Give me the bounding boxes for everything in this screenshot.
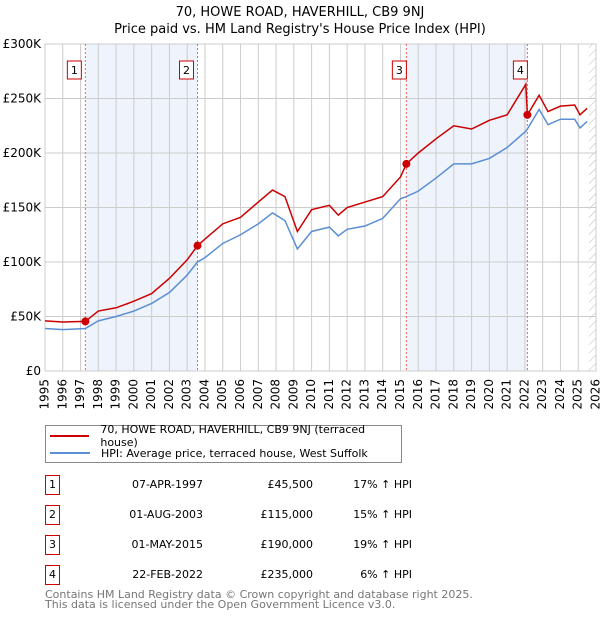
plot-area: 1995 1996 1997 1998 1999 2000 2001 2002 2003 2004… <box>3 37 600 410</box>
hpi-line <box>44 107 588 331</box>
y-tick-label: £300K <box>3 37 43 51</box>
x-tick-label: 2004 <box>197 379 211 410</box>
x-tick-label: 2019 <box>464 379 478 410</box>
y-tick-label: £200K <box>3 146 43 160</box>
x-tick-label: 2012 <box>340 379 354 410</box>
x-tick-label: 1999 <box>109 379 123 410</box>
x-tick-label: 1995 <box>38 379 52 410</box>
sale-point-3 <box>402 159 411 168</box>
sale-date: 01-AUG-2003 <box>129 508 203 521</box>
sale-price: £190,000 <box>260 538 314 551</box>
property-price-line <box>44 81 588 323</box>
sale-point-2 <box>193 241 202 250</box>
legend-swatch-hpi <box>50 452 90 454</box>
x-tick-label: 2014 <box>375 379 389 410</box>
sale-hpi-diff: 6% ↑ HPI <box>360 568 412 581</box>
y-tick-label: £150K <box>3 201 43 215</box>
legend-swatch-property <box>50 435 90 437</box>
sale-price: £235,000 <box>260 568 314 581</box>
x-tick-label: 2026 <box>589 379 600 410</box>
sale-number: 3 <box>45 535 60 555</box>
sale-number: 1 <box>45 475 60 495</box>
footer: Contains HM Land Registry data © Crown c… <box>45 588 473 611</box>
table-row: 4 22-FEB-2022 £235,000 6% ↑ HPI <box>45 565 425 585</box>
x-tick-label: 2008 <box>269 379 283 410</box>
sale-date: 07-APR-1997 <box>131 478 203 491</box>
x-tick-label: 2013 <box>357 379 371 410</box>
y-tick-label: £100K <box>3 255 43 269</box>
sale-hpi-diff: 19% ↑ HPI <box>353 538 412 551</box>
x-tick-label: 1997 <box>73 379 87 410</box>
x-tick-label: 2024 <box>553 379 567 410</box>
x-tick-label: 2011 <box>322 379 336 410</box>
x-tick-label: 2016 <box>411 379 425 410</box>
table-row: 3 01-MAY-2015 £190,000 19% ↑ HPI <box>45 535 425 555</box>
footer-line-1: Contains HM Land Registry data © Crown c… <box>45 588 473 601</box>
x-tick-label: 1996 <box>55 379 69 410</box>
x-tick-label: 2006 <box>233 379 247 410</box>
x-tick-label: 2003 <box>180 379 194 410</box>
sale-label-1: 1 <box>71 64 78 77</box>
sale-point-4 <box>523 110 532 119</box>
sale-price: £45,500 <box>267 478 314 491</box>
sale-label-box-4 <box>512 60 528 80</box>
chart-title: 70, HOWE ROAD, HAVERHILL, CB9 9NJ <box>175 5 425 20</box>
sale-point-1 <box>81 317 90 326</box>
sale-hpi-diff: 15% ↑ HPI <box>353 508 412 521</box>
legend-label-property: 70, HOWE ROAD, HAVERHILL, CB9 9NJ (terra… <box>100 423 366 449</box>
x-tick-label: 2015 <box>393 379 407 410</box>
chart-subtitle: Price paid vs. HM Land Registry's House … <box>114 22 486 37</box>
plot-border <box>44 43 597 372</box>
sale-label-box-3 <box>391 60 407 80</box>
sale-label-3: 3 <box>396 64 403 77</box>
x-tick-label: 2007 <box>251 379 265 410</box>
table-row: 2 01-AUG-2003 £115,000 15% ↑ HPI <box>45 505 425 525</box>
sale-number: 2 <box>45 505 60 525</box>
sale-label-box-2 <box>179 60 195 80</box>
sale-date: 22-FEB-2022 <box>132 568 203 581</box>
sale-label-4: 4 <box>517 64 524 77</box>
sale-number: 4 <box>45 565 60 585</box>
sale-price: £115,000 <box>260 508 314 521</box>
y-tick-label: £50K <box>10 310 42 324</box>
footer-line-2: This data is licensed under the Open Gov… <box>45 598 396 611</box>
x-tick-label: 2022 <box>517 379 531 410</box>
x-tick-label: 2025 <box>571 379 585 410</box>
y-tick-label: £250K <box>3 92 43 106</box>
x-tick-label: 2020 <box>482 379 496 410</box>
x-tick-label: 2000 <box>126 379 140 410</box>
legend: 70, HOWE ROAD, HAVERHILL, CB9 9NJ (terra… <box>45 423 402 463</box>
sale-label-box-1 <box>66 60 82 80</box>
x-tick-label: 2017 <box>429 379 443 410</box>
x-tick-label: 2018 <box>446 379 460 410</box>
x-tick-label: 1998 <box>91 379 105 410</box>
y-tick-label: £0 <box>26 364 41 378</box>
x-tick-label: 2005 <box>215 379 229 410</box>
sale-label-2: 2 <box>183 64 190 77</box>
x-tick-label: 2002 <box>162 379 176 410</box>
legend-label-hpi: HPI: Average price, terraced house, West… <box>101 446 368 460</box>
x-tick-label: 2010 <box>304 379 318 410</box>
sale-date: 01-MAY-2015 <box>131 538 203 551</box>
x-tick-label: 2009 <box>286 379 300 410</box>
table-row: 1 07-APR-1997 £45,500 17% ↑ HPI <box>45 475 425 495</box>
x-tick-label: 2001 <box>144 379 158 410</box>
x-tick-label: 2021 <box>500 379 514 410</box>
x-tick-label: 2023 <box>535 379 549 410</box>
sale-hpi-diff: 17% ↑ HPI <box>353 478 412 491</box>
